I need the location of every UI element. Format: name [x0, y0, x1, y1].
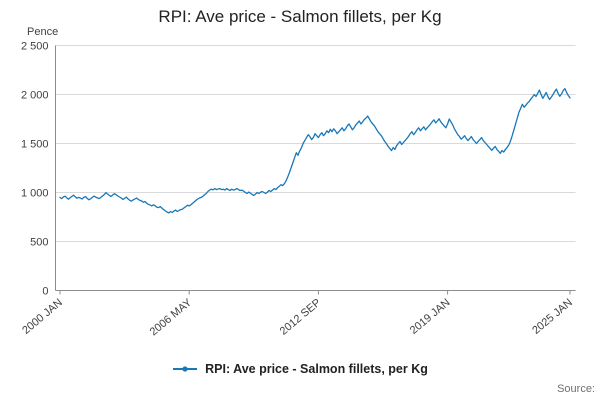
legend-item[interactable]: RPI: Ave price - Salmon fillets, per Kg — [172, 362, 428, 376]
legend: RPI: Ave price - Salmon fillets, per Kg — [0, 362, 600, 376]
data-line — [59, 87, 571, 214]
y-tick-label: 1 000 — [21, 188, 49, 200]
source-label: Source: — [557, 383, 595, 395]
x-tick-label: 2000 JAN — [20, 297, 65, 337]
x-tick-label: 2019 JAN — [408, 297, 453, 337]
legend-marker-dot — [182, 366, 188, 372]
y-tick-label: 2 500 — [21, 41, 49, 53]
y-axis-unit-label: Pence — [27, 26, 59, 38]
plot-area: 0 500 1 000 1 500 2 000 2 500 2000 JAN 2006 MAY… — [20, 41, 576, 338]
x-tick-label: 2012 SEP — [278, 297, 324, 338]
x-tick-label: 2025 JAN — [530, 297, 575, 337]
chart-title: RPI: Ave price - Salmon fillets, per Kg — [158, 7, 442, 26]
y-tick-label: 2 000 — [21, 90, 49, 102]
legend-label: RPI: Ave price - Salmon fillets, per Kg — [205, 362, 428, 376]
y-tick-label: 0 — [42, 286, 48, 298]
y-tick-label: 500 — [30, 237, 48, 249]
y-tick-label: 1 500 — [21, 139, 49, 151]
legend-line-marker-icon — [173, 366, 198, 372]
x-tick-label: 2006 MAY — [148, 296, 195, 338]
